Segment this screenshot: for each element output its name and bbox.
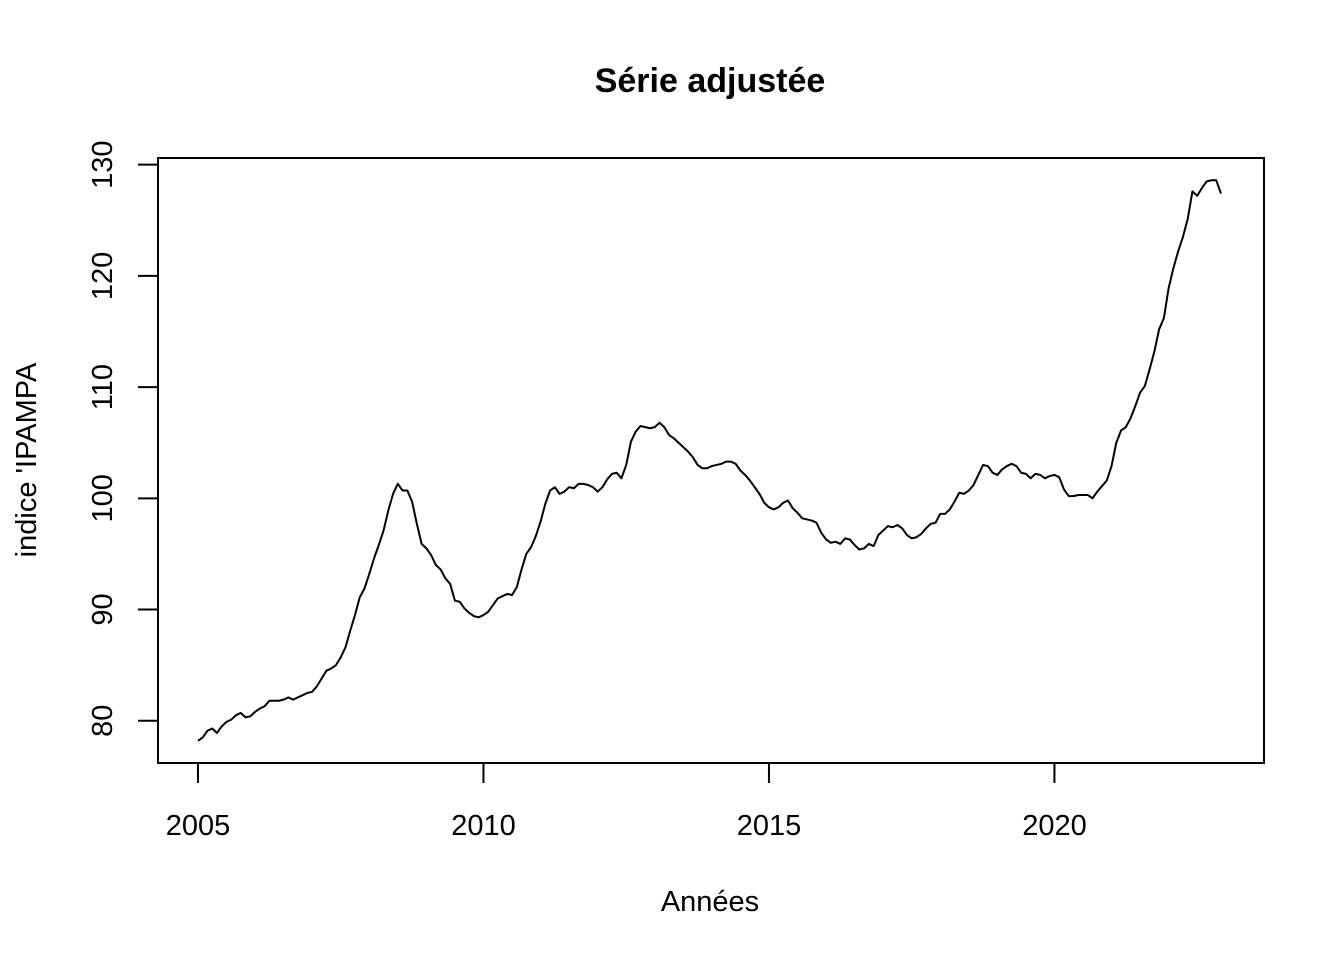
- y-tick-label: 110: [87, 364, 119, 410]
- y-tick-label: 100: [87, 474, 119, 522]
- chart-title: Série adjustée: [595, 62, 826, 100]
- y-axis-label: indice 'IPAMPA: [11, 362, 43, 557]
- y-tick-label: 120: [87, 252, 119, 300]
- x-axis: 2005 2010 2015 2020: [166, 762, 1087, 842]
- y-tick-label: 80: [87, 705, 119, 737]
- x-tick-label: 2010: [451, 810, 516, 842]
- x-tick-label: 2015: [737, 810, 802, 842]
- y-axis: 80 90 100 110 120 130: [87, 140, 159, 737]
- series-line: [197, 179, 1222, 742]
- plot-frame: [157, 157, 1265, 764]
- x-tick-label: 2005: [166, 810, 231, 842]
- y-tick-label: 130: [87, 140, 119, 188]
- x-axis-label: Années: [661, 886, 759, 918]
- y-tick-label: 90: [87, 593, 119, 625]
- x-tick-label: 2020: [1022, 810, 1087, 842]
